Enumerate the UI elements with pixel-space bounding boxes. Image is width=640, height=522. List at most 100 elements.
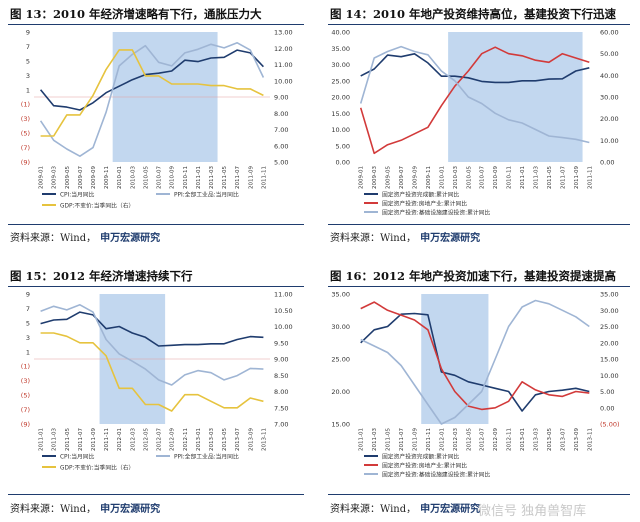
y-left-tick-label: 1 [26,348,30,356]
y-right-tick-label: 10.50 [274,307,293,315]
x-tick-label: 2010-07 [480,166,486,189]
y-right-tick-label: 0.00 [600,404,614,412]
y-right-tick-label: 40.00 [600,72,619,80]
fig14-title-rule [328,24,630,25]
legend-label: CPI:当月同比 [60,191,95,199]
fig13-title-rule [8,24,304,25]
x-tick-label: 2009-07 [78,166,84,189]
x-tick-label: 2013-01 [196,428,202,451]
x-tick-label: 2012-01 [117,428,123,451]
y-right-tick-label: 30.00 [600,307,619,315]
y-left-tick-label: 9 [26,291,30,299]
y-left-tick-label: 20.00 [331,94,350,102]
source-label: 资料来源：Wind， [10,233,97,244]
fig14-source: 资料来源：Wind， 申万宏源研究 [330,229,480,244]
x-tick-label: 2013-07 [235,428,241,451]
y-left-tick-label: (7) [21,144,30,152]
y-left-tick-label: (3) [21,115,30,123]
series-line-1 [360,52,590,84]
fig13-source-rule [8,224,304,225]
y-left-tick-label: 20.00 [331,388,350,396]
y-left-tick-label: (5) [21,392,30,400]
x-tick-label: 2012-07 [480,428,486,451]
y-right-tick-label: (5.00) [600,421,620,429]
x-tick-label: 2013-03 [534,428,540,451]
fig15-title: 图 15：2012 年经济增速持续下行 [10,269,193,283]
source-brand: 申万宏源研究 [100,233,161,244]
y-right-tick-label: 30.00 [600,94,619,102]
y-left-tick-label: 30.00 [331,323,350,331]
source-label: 资料来源：Wind， [330,233,417,244]
series-line-1 [40,311,264,347]
y-right-tick-label: 5.00 [274,159,288,167]
x-tick-label: 2009-01 [39,166,45,189]
x-tick-label: 2011-11 [104,428,110,451]
source-brand: 申万宏源研究 [420,233,481,244]
x-tick-label: 2011-05 [65,428,71,451]
x-tick-label: 2012-09 [170,428,176,451]
x-tick-label: 2011-03 [52,428,58,451]
x-tick-label: 2010-09 [170,166,176,189]
x-tick-label: 2013-05 [547,428,553,451]
y-left-tick-label: 3 [26,334,30,342]
x-tick-label: 2011-09 [248,166,254,189]
x-tick-label: 2009-07 [399,166,405,189]
y-left-tick-label: (3) [21,377,30,385]
y-left-tick-label: 15.00 [331,421,350,429]
fig15-source-rule [8,494,304,495]
legend-label: GDP:不变价:当季同比（右） [60,464,134,472]
y-right-tick-label: 9.00 [274,356,288,364]
y-left-tick-label: 35.00 [331,45,350,53]
x-tick-label: 2011-09 [574,166,580,189]
legend-label: GDP:不变价:当季同比（右） [60,202,134,210]
x-tick-label: 2011-07 [399,428,405,451]
source-brand: 申万宏源研究 [100,504,161,515]
x-tick-label: 2012-11 [507,428,513,451]
y-left-tick-label: 40.00 [331,29,350,37]
x-tick-label: 2012-07 [157,428,163,451]
x-tick-label: 2013-05 [222,428,228,451]
y-right-tick-label: 6.00 [274,142,288,150]
x-tick-label: 2009-03 [372,166,378,189]
fig16-title-rule [328,286,630,287]
x-tick-label: 2009-11 [426,166,432,189]
legend-label: 固定资产投资:房地产业:累计同比 [382,462,467,470]
fig16-source-rule [328,494,630,495]
x-tick-label: 2011-09 [413,428,419,451]
fig13-source: 资料来源：Wind， 申万宏源研究 [10,229,160,244]
x-tick-label: 2010-11 [183,166,189,189]
shaded-period [448,32,583,162]
y-left-tick-label: 15.00 [331,110,350,118]
fig16-title: 图 16：2012 年地产投资加速下行，基建投资提速提高 [330,269,617,283]
y-left-tick-label: 5.00 [336,142,350,150]
series-line-2 [40,304,264,386]
y-right-tick-label: 13.00 [274,29,293,37]
x-tick-label: 2013-09 [574,428,580,451]
series-line-3 [360,299,590,425]
x-tick-label: 2010-01 [117,166,123,189]
y-left-tick-label: 0.00 [336,159,350,167]
fig14-title: 图 14：2010 年地产投资维持高位，基建投资下行迅速 [330,7,617,21]
x-tick-label: 2011-01 [196,166,202,189]
x-tick-label: 2009-05 [386,166,392,189]
series-line-1 [39,49,264,111]
x-tick-label: 2010-07 [157,166,163,189]
x-tick-label: 2011-11 [261,166,267,189]
x-tick-label: 2012-01 [439,428,445,451]
x-tick-label: 2012-05 [143,428,149,451]
x-tick-label: 2011-03 [209,166,215,189]
y-right-tick-label: 7.50 [274,404,288,412]
legend-label: 固定资产投资完成额:累计同比 [382,453,460,461]
x-tick-label: 2012-09 [493,428,499,451]
x-tick-label: 2009-11 [104,166,110,189]
fig13-chart: 9 7 5 3 1 (1) (3) (5) (7) (9) 13.00 12.00 11.00 10.00… [21,29,293,210]
y-right-tick-label: 7.00 [274,421,288,429]
y-left-tick-label: (1) [21,363,30,371]
source-label: 资料来源：Wind， [10,504,97,515]
x-tick-label: 2013-11 [261,428,267,451]
y-left-tick-label: 5 [26,57,30,65]
x-tick-label: 2011-07 [235,166,241,189]
shaded-period [421,294,489,424]
x-tick-label: 2010-01 [439,166,445,189]
y-left-tick-label: 7 [26,43,30,51]
